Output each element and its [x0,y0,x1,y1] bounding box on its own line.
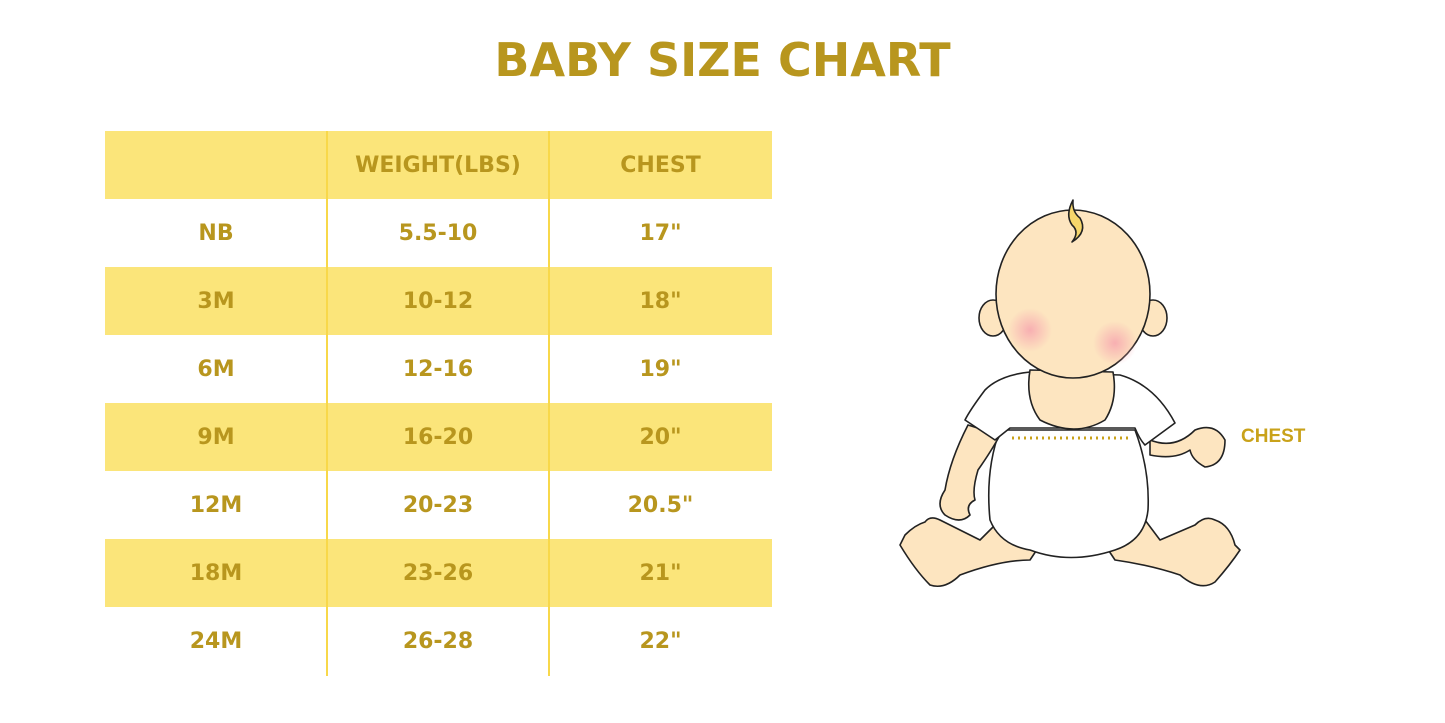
chest-cell: 17" [639,220,682,246]
size-cell: 9M [197,424,235,450]
chest-cell: 19" [639,356,682,382]
table-row: 12M 20-23 20.5" [105,471,772,539]
weight-cell: 26-28 [402,628,474,654]
weight-cell: 5.5-10 [398,220,478,246]
size-cell: 18M [189,560,243,586]
size-table: WEIGHT(LBS) CHEST NB 5.5-10 17" 3M 10-12… [105,131,772,675]
weight-cell: 10-12 [402,288,474,314]
size-cell: 3M [197,288,235,314]
chest-cell: 20.5" [627,492,694,518]
table-row: 9M 16-20 20" [105,403,772,471]
table-row: 3M 10-12 18" [105,267,772,335]
chest-label: CHEST [1241,426,1306,447]
size-cell: 6M [197,356,235,382]
weight-cell: 16-20 [402,424,474,450]
table-row: 6M 12-16 19" [105,335,772,403]
column-divider [548,131,550,676]
header-chest: CHEST [620,152,701,178]
table-row: 24M 26-28 22" [105,607,772,675]
chest-cell: 20" [639,424,682,450]
page-title: BABY SIZE CHART [494,33,951,87]
size-cell: 24M [189,628,243,654]
chest-cell: 18" [639,288,682,314]
chest-cell: 22" [639,628,682,654]
weight-cell: 20-23 [402,492,474,518]
weight-cell: 12-16 [402,356,474,382]
size-cell: 12M [189,492,243,518]
table-row: 18M 23-26 21" [105,539,772,607]
column-divider [326,131,328,676]
chest-cell: 21" [639,560,682,586]
weight-cell: 23-26 [402,560,474,586]
table-row: NB 5.5-10 17" [105,199,772,267]
size-cell: NB [198,220,234,246]
header-weight: WEIGHT(LBS) [355,152,521,178]
table-header-row: WEIGHT(LBS) CHEST [105,131,772,199]
